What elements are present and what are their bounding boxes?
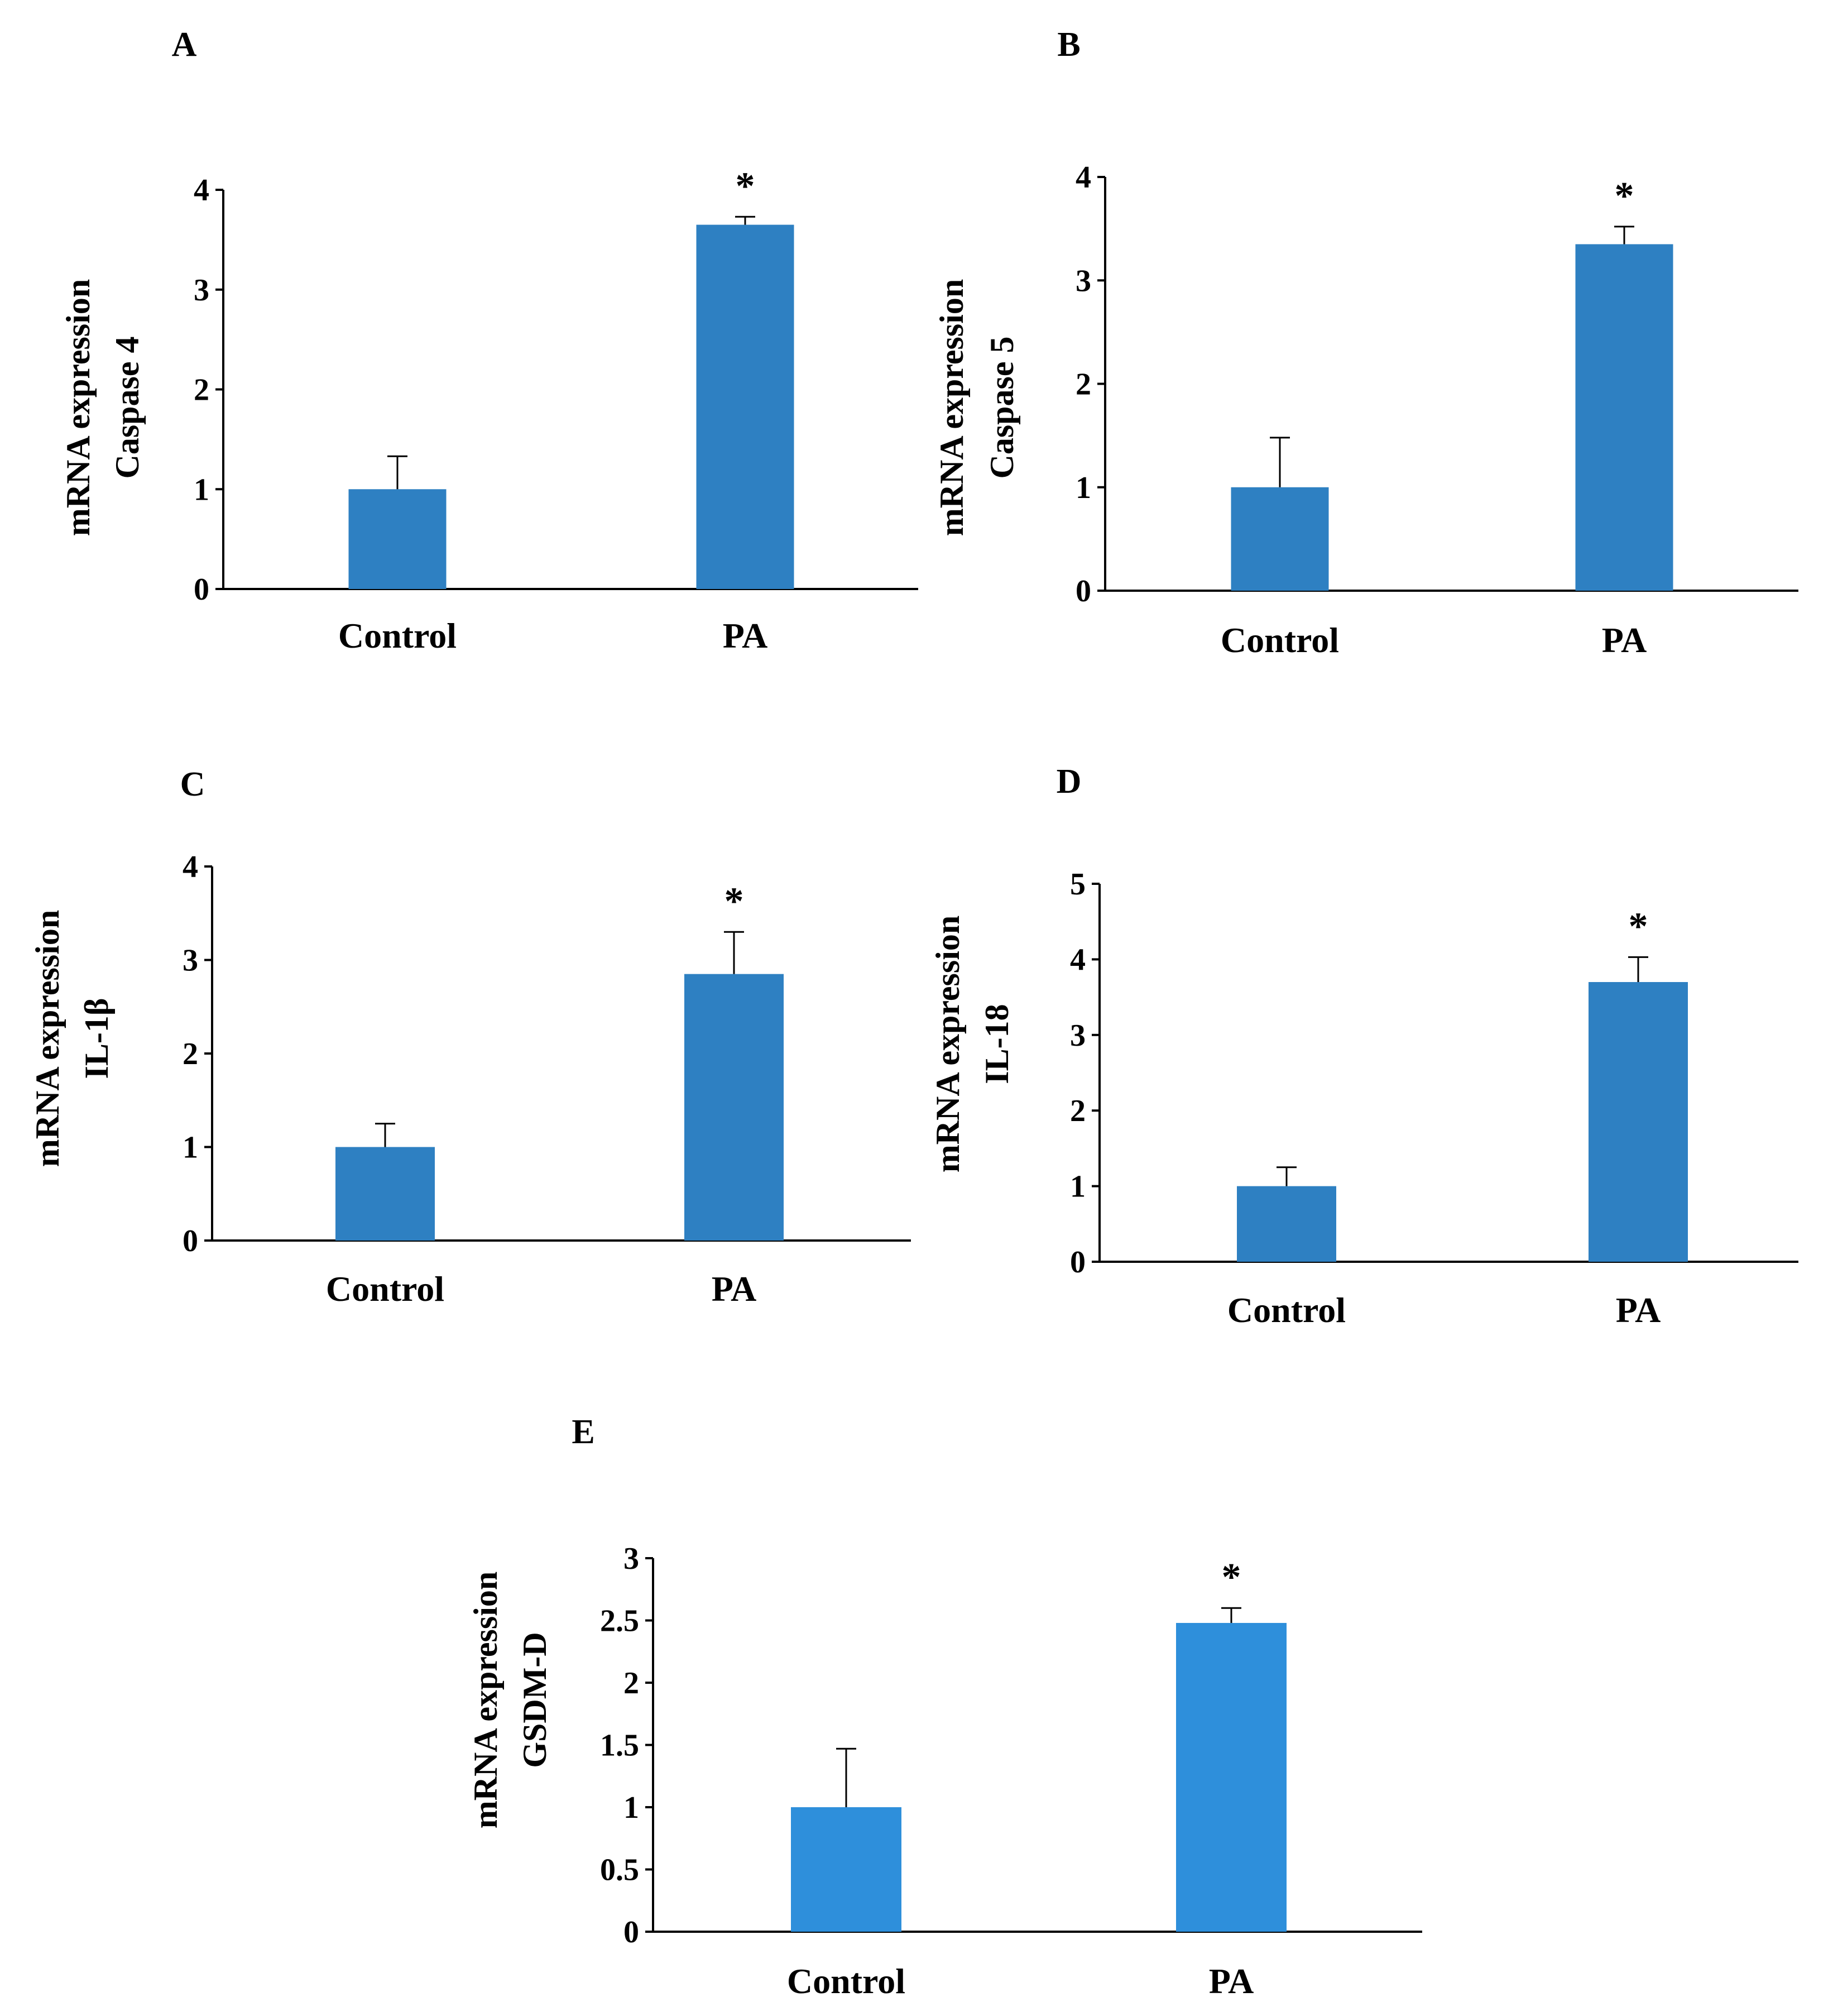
significance-marker-a: * bbox=[736, 165, 755, 208]
y-tick-label-a: 0 bbox=[194, 572, 209, 607]
panel-letter-e: E bbox=[572, 1413, 594, 1451]
bar-a-pa bbox=[696, 224, 794, 589]
y-axis-title-d: mRNA expression bbox=[929, 916, 966, 1173]
y-axis-subtitle-e: GSDM-D bbox=[516, 1632, 553, 1768]
panel-letter-d: D bbox=[1057, 763, 1082, 801]
y-axis-subtitle-d: IL-18 bbox=[978, 1004, 1015, 1084]
y-tick-label-d: 4 bbox=[1070, 942, 1086, 977]
bar-d-control bbox=[1237, 1186, 1336, 1262]
panel-a: A 0 1 2 3 4 Control * PA mRNA expression Caspase 4 bbox=[60, 26, 918, 655]
y-tick-label-e: 1.5 bbox=[600, 1728, 639, 1763]
y-tick-label-b: 2 bbox=[1076, 367, 1091, 402]
significance-marker-d: * bbox=[1629, 905, 1648, 948]
y-tick-label-e: 2 bbox=[623, 1666, 639, 1701]
y-axis-title-e: mRNA expression bbox=[467, 1572, 504, 1829]
category-label-a-control: Control bbox=[338, 616, 457, 655]
y-tick-label-c: 0 bbox=[183, 1224, 198, 1258]
bar-e-pa bbox=[1176, 1622, 1287, 1932]
y-tick-label-e: 2.5 bbox=[600, 1604, 639, 1639]
category-label-c-pa: PA bbox=[712, 1269, 757, 1309]
y-tick-label-b: 4 bbox=[1076, 160, 1091, 195]
panel-letter-c: C bbox=[180, 765, 205, 803]
bar-e-control bbox=[791, 1807, 901, 1932]
y-tick-label-b: 3 bbox=[1076, 264, 1091, 298]
panel-letter-b: B bbox=[1057, 26, 1080, 64]
panel-e: E 0 0.5 1 1.5 2 2.5 3 Control * PA mRNA expression G… bbox=[467, 1413, 1422, 2001]
y-tick-label-a: 1 bbox=[194, 472, 209, 507]
y-tick-label-e: 3 bbox=[623, 1541, 639, 1576]
panel-d: D 0 1 2 3 4 5 Control * PA mRNA expression IL-18 bbox=[929, 763, 1798, 1330]
y-axis-subtitle-a: Caspase 4 bbox=[109, 336, 146, 478]
y-tick-label-c: 4 bbox=[183, 850, 198, 884]
y-axis-subtitle-b: Caspase 5 bbox=[983, 336, 1020, 478]
bar-a-control bbox=[348, 489, 447, 589]
y-tick-label-a: 3 bbox=[194, 273, 209, 308]
panel-c: C 0 1 2 3 4 Control * PA mRNA expression IL-1β bbox=[29, 765, 911, 1309]
category-label-c-control: Control bbox=[326, 1269, 444, 1309]
y-tick-label-a: 4 bbox=[194, 173, 209, 208]
y-tick-label-d: 3 bbox=[1070, 1018, 1086, 1053]
category-label-b-control: Control bbox=[1221, 620, 1339, 660]
y-tick-label-d: 0 bbox=[1070, 1245, 1086, 1280]
panel-b: B 0 1 2 3 4 Control * PA mRNA expression Caspase 5 bbox=[933, 26, 1798, 660]
significance-marker-e: * bbox=[1222, 1556, 1241, 1599]
y-tick-label-d: 1 bbox=[1070, 1170, 1086, 1204]
y-tick-label-b: 0 bbox=[1076, 574, 1091, 609]
y-tick-label-e: 0.5 bbox=[600, 1853, 639, 1888]
y-tick-label-a: 2 bbox=[194, 373, 209, 408]
bar-b-control bbox=[1231, 487, 1329, 591]
y-tick-label-c: 2 bbox=[183, 1037, 198, 1071]
y-axis-subtitle-c: IL-1β bbox=[78, 998, 115, 1079]
significance-marker-c: * bbox=[724, 880, 744, 923]
bar-b-pa bbox=[1575, 244, 1673, 591]
y-axis-title-b: mRNA expression bbox=[933, 279, 970, 537]
panel-letter-a: A bbox=[172, 26, 197, 64]
category-label-d-pa: PA bbox=[1616, 1290, 1661, 1330]
y-tick-label-e: 1 bbox=[623, 1790, 639, 1825]
y-axis-title-c: mRNA expression bbox=[29, 910, 66, 1167]
category-label-b-pa: PA bbox=[1602, 620, 1647, 660]
y-tick-label-b: 1 bbox=[1076, 471, 1091, 505]
y-tick-label-c: 1 bbox=[183, 1131, 198, 1165]
y-axis-title-a: mRNA expression bbox=[60, 279, 97, 537]
bar-c-control bbox=[335, 1147, 435, 1241]
y-tick-label-d: 5 bbox=[1070, 867, 1086, 902]
y-tick-label-d: 2 bbox=[1070, 1094, 1086, 1128]
category-label-e-pa: PA bbox=[1209, 1961, 1254, 2001]
y-tick-label-e: 0 bbox=[623, 1915, 639, 1950]
bar-d-pa bbox=[1589, 982, 1688, 1262]
category-label-e-control: Control bbox=[787, 1961, 905, 2001]
significance-marker-b: * bbox=[1615, 175, 1634, 218]
category-label-a-pa: PA bbox=[723, 616, 768, 655]
category-label-d-control: Control bbox=[1227, 1290, 1346, 1330]
y-tick-label-c: 3 bbox=[183, 944, 198, 978]
bar-c-pa bbox=[684, 974, 784, 1241]
